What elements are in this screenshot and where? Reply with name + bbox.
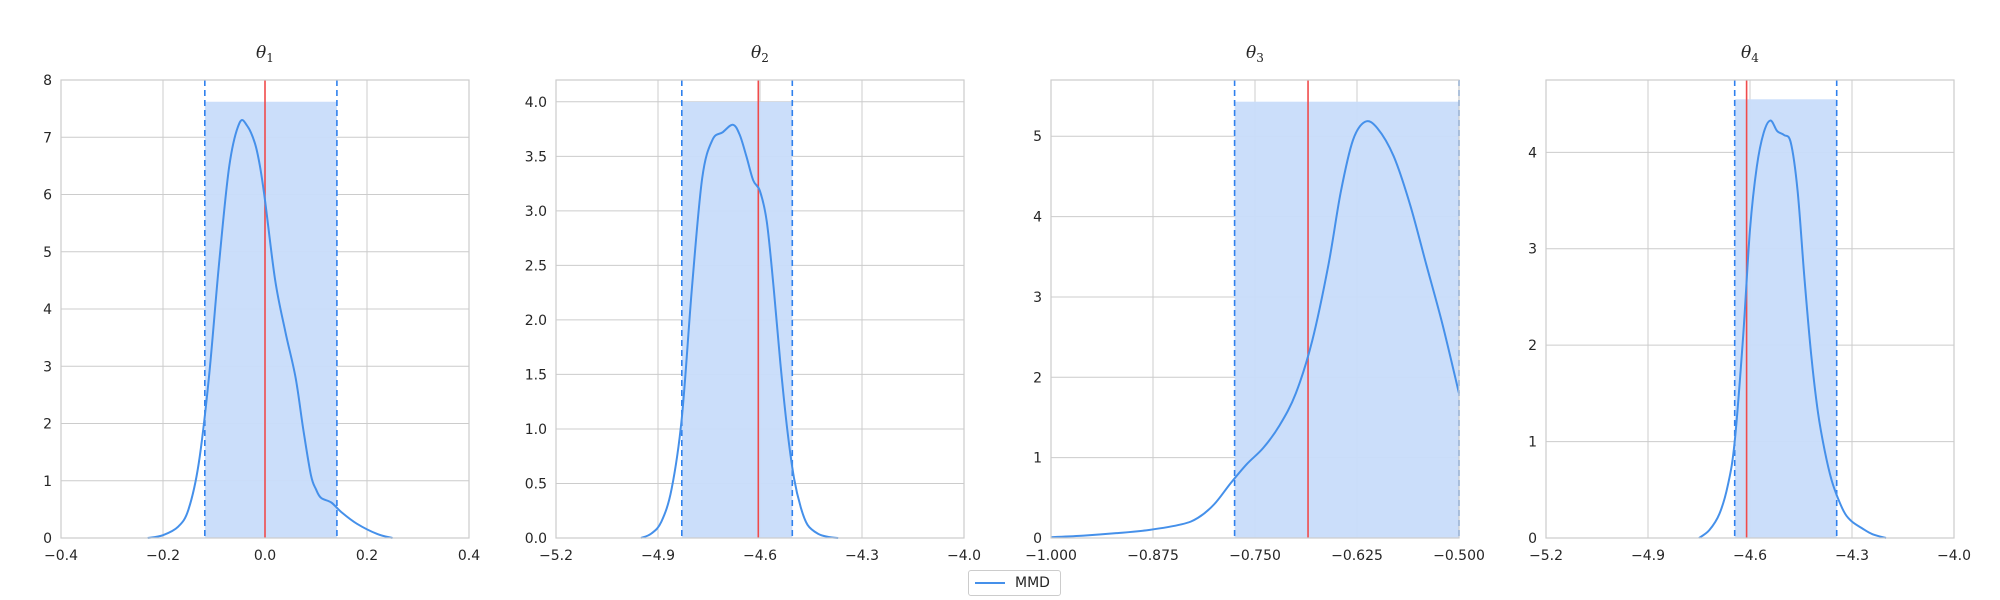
y-tick-label: 5 xyxy=(43,245,52,261)
x-tick-label: −0.875 xyxy=(1127,548,1179,564)
axes-frame xyxy=(1050,79,1460,539)
kde-curve-mmd xyxy=(1698,119,1887,539)
y-tick-label: 5 xyxy=(1033,129,1042,145)
y-tick-label: 4 xyxy=(1033,210,1042,226)
x-tick-label: −1.000 xyxy=(1025,548,1077,564)
x-tick-label: −4.3 xyxy=(1835,548,1869,564)
y-tick-label: 0 xyxy=(43,531,52,547)
y-tick-label: 2.0 xyxy=(525,313,547,329)
y-tick-label: 0.0 xyxy=(525,531,547,547)
y-tick-label: 0 xyxy=(1033,531,1042,547)
y-tick-label: 2.5 xyxy=(525,258,547,274)
x-tick-label: −0.4 xyxy=(44,548,78,564)
interval-band xyxy=(1734,99,1837,538)
legend-label-mmd: MMD xyxy=(1015,575,1050,591)
x-tick-label: −4.0 xyxy=(1937,548,1971,564)
x-tick-label: −0.625 xyxy=(1331,548,1383,564)
panel-2: −5.2 −4.9 −4.6 −4.3 −4.0 0.0 0.5 1.0 1.5 2.0 2.5 3.… xyxy=(525,43,981,564)
y-tick-label: 0 xyxy=(1528,531,1537,547)
panel-title-symbol: θ xyxy=(1246,43,1256,63)
kde-curve-mmd xyxy=(640,123,839,539)
panel-title-symbol: θ xyxy=(751,43,761,63)
legend-swatch-mmd xyxy=(975,582,1005,584)
x-tick-label: −4.9 xyxy=(641,548,675,564)
y-tick-label: 3.0 xyxy=(525,204,547,220)
x-tick-label: −4.3 xyxy=(845,548,879,564)
axes-frame xyxy=(60,79,470,539)
y-tick-label: 8 xyxy=(43,73,52,89)
x-tick-label: −0.500 xyxy=(1433,548,1485,564)
panel-title-subscript: 2 xyxy=(761,51,769,65)
kde-curve-mmd xyxy=(147,119,393,539)
x-tick-label: −0.2 xyxy=(146,548,180,564)
y-tick-label: 2 xyxy=(1033,370,1042,386)
y-tick-label: 1 xyxy=(43,474,52,490)
y-tick-label: 3 xyxy=(43,359,52,375)
y-tick-label: 4.0 xyxy=(525,95,547,111)
y-tick-label: 1 xyxy=(1033,451,1042,467)
x-tick-label: −5.2 xyxy=(1529,548,1563,564)
kde-curve-mmd xyxy=(1050,120,1460,539)
x-tick-label: −4.9 xyxy=(1631,548,1665,564)
panel-title-subscript: 1 xyxy=(266,51,274,65)
y-tick-label: 1.5 xyxy=(525,367,547,383)
y-tick-label: 6 xyxy=(43,188,52,204)
y-tick-label: 3.5 xyxy=(525,149,547,165)
y-tick-label: 3 xyxy=(1033,290,1042,306)
panel-title-subscript: 3 xyxy=(1256,51,1264,65)
x-tick-label: 0.0 xyxy=(254,548,276,564)
interval-band xyxy=(204,101,337,538)
y-tick-label: 0.5 xyxy=(525,476,547,492)
y-tick-label: 4 xyxy=(43,302,52,318)
y-tick-label: 2 xyxy=(1528,338,1537,354)
axes-frame xyxy=(555,79,965,539)
panel-title-subscript: 4 xyxy=(1751,51,1759,65)
x-tick-label: −4.6 xyxy=(743,548,777,564)
y-tick-label: 4 xyxy=(1528,145,1537,161)
y-tick-label: 3 xyxy=(1528,242,1537,258)
panel-title-symbol: θ xyxy=(256,43,266,63)
interval-band xyxy=(1234,101,1459,539)
y-tick-label: 7 xyxy=(43,130,52,146)
x-tick-label: −4.0 xyxy=(947,548,981,564)
panel-title: θ1 xyxy=(256,43,274,65)
x-tick-label: 0.4 xyxy=(458,548,480,564)
x-tick-label: −0.750 xyxy=(1229,548,1281,564)
interval-band xyxy=(681,101,793,539)
x-tick-label: 0.2 xyxy=(356,548,378,564)
y-tick-label: 1 xyxy=(1528,435,1537,451)
panel-title-symbol: θ xyxy=(1741,43,1751,63)
y-tick-label: 1.0 xyxy=(525,422,547,438)
panel-title: θ4 xyxy=(1741,43,1759,65)
panel-title: θ2 xyxy=(751,43,769,65)
legend: MMD xyxy=(968,570,1061,596)
x-tick-label: −5.2 xyxy=(539,548,573,564)
y-tick-label: 2 xyxy=(43,417,52,433)
axes-frame xyxy=(1545,79,1955,539)
x-tick-label: −4.6 xyxy=(1733,548,1767,564)
panel-title: θ3 xyxy=(1246,43,1264,65)
